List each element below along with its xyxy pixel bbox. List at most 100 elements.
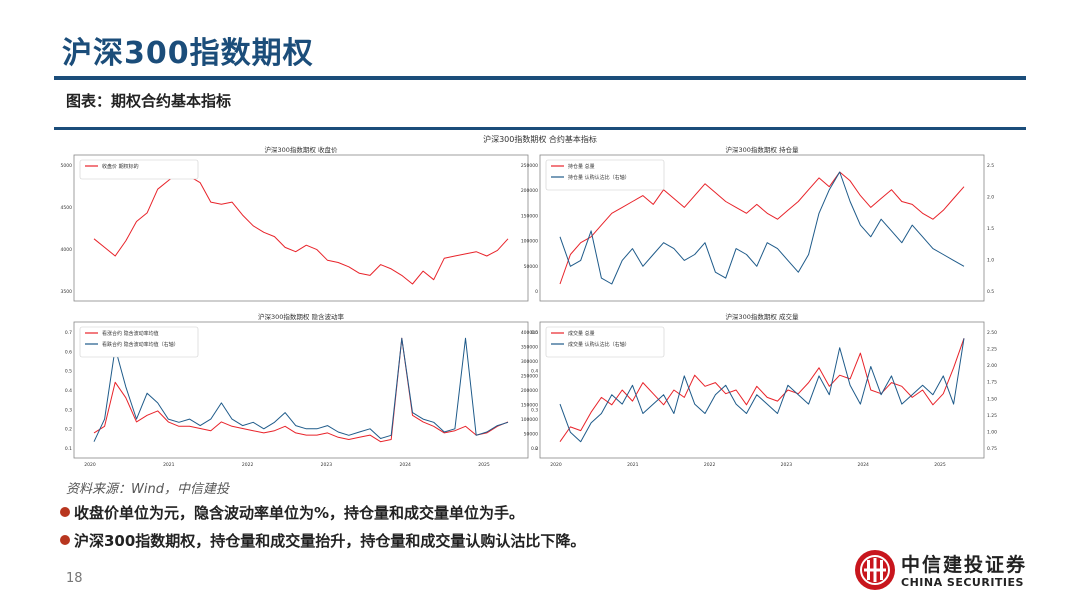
x-tick-label: 2021	[627, 462, 639, 468]
left-tick-label: 250000	[521, 374, 538, 380]
x-tick-label: 2023	[781, 462, 793, 468]
legend-box	[545, 159, 665, 191]
left-tick-label: 200000	[521, 388, 538, 394]
chart-legend: 收盘价 期权标的	[79, 159, 199, 180]
x-tick-label: 2021	[163, 462, 175, 468]
x-tick-label: 2020	[84, 462, 96, 468]
left-tick-label: 4000	[61, 247, 73, 253]
right-tick-label: 0.3	[531, 407, 538, 413]
right-tick-label: 1.25	[987, 413, 997, 419]
left-tick-label: 200000	[521, 188, 538, 194]
x-tick-label: 2025	[478, 462, 490, 468]
legend-label: 成交量 认购认沽比（右轴）	[568, 341, 630, 348]
china-securities-logo-icon	[855, 550, 895, 590]
x-tick-label: 2024	[857, 462, 869, 468]
caption-divider	[54, 127, 1026, 130]
bullet-text: 沪深300指数期权，持仓量和成交量抬升，持仓量和成交量认购认沽比下降。	[74, 532, 586, 550]
plot-frame	[73, 154, 529, 302]
chart-panel: 沪深300指数期权 收盘价5000450040003500期权标的收盘价收盘价 …	[61, 145, 529, 302]
right-tick-label: 0.5	[987, 289, 994, 295]
right-tick-label: 1.50	[987, 396, 997, 402]
x-tick-label: 2025	[934, 462, 946, 468]
series-line	[559, 171, 965, 285]
chart-panel: 沪深300指数期权 持仓量 250000 200000 150000 100000 500…	[521, 145, 994, 302]
bullet-text: 收盘价单位为元，隐含波动率单位为%，持仓量和成交量单位为手。	[74, 504, 525, 522]
right-tick-label: 1.5	[987, 226, 994, 232]
legend-label: 成交量 总量	[568, 330, 595, 337]
figure-caption: 图表：期权合约基本指标	[66, 92, 232, 110]
right-tick-label: 2.0	[987, 195, 994, 201]
right-tick-label: 2.5	[987, 163, 994, 169]
series-line	[93, 171, 509, 285]
bullet-dot-icon	[60, 507, 70, 517]
legend-label: 看涨合约 隐含波动率均值	[102, 330, 159, 337]
legend-label: 看跌合约 隐含波动率均值（右轴）	[102, 341, 179, 348]
left-tick-label: 5000	[61, 163, 73, 169]
left-tick-label: 0.1	[65, 446, 72, 452]
legend-box	[79, 159, 199, 180]
legend-label: 收盘价 期权标的	[102, 163, 139, 170]
left-tick-label: 0	[535, 289, 538, 295]
right-tick-label: 0.4	[531, 369, 538, 375]
series-line	[559, 171, 965, 285]
legend-box	[79, 326, 199, 358]
left-tick-label: 50000	[524, 264, 538, 270]
left-tick-label: 400000	[521, 330, 538, 336]
left-tick-label: 100000	[521, 417, 538, 423]
x-tick-label: 2020	[550, 462, 562, 468]
x-tick-label: 2024	[399, 462, 411, 468]
chart-panel: 沪深300指数期权 隐含波动率 0.7 0.6 0.5 0.4 0.3 0.2 0.1 0.5 0…	[65, 312, 538, 468]
right-tick-label: 1.0	[987, 258, 994, 264]
legend-box	[545, 326, 665, 358]
left-tick-label: 0	[535, 446, 538, 452]
left-tick-label: 3500	[61, 289, 73, 295]
left-tick-label: 100000	[521, 239, 538, 245]
left-tick-label: 0.3	[65, 407, 72, 413]
x-tick-label: 2023	[321, 462, 333, 468]
panel-title: 沪深300指数期权 收盘价	[265, 145, 338, 154]
company-logo: 中信建投证券 CHINA SECURITIES	[853, 548, 1033, 594]
left-tick-label: 0.2	[65, 427, 72, 433]
left-tick-label: 0.6	[65, 349, 72, 355]
left-tick-label: 50000	[524, 432, 538, 438]
panel-title: 沪深300指数期权 隐含波动率	[258, 312, 344, 321]
series-line	[93, 337, 509, 442]
panel-title: 沪深300指数期权 成交量	[726, 312, 799, 321]
left-tick-label: 0.5	[65, 369, 72, 375]
right-tick-label: 2.50	[987, 330, 997, 336]
legend-label: 持仓量 认购认沽比（右轴）	[568, 174, 630, 181]
left-tick-label: 4500	[61, 205, 73, 211]
right-tick-label: 2.00	[987, 363, 997, 369]
right-tick-label: 0.5	[531, 330, 538, 336]
bullet-item: 沪深300指数期权，持仓量和成交量抬升，持仓量和成交量认购认沽比下降。	[60, 530, 585, 551]
left-tick-label: 0.7	[65, 330, 72, 336]
bullet-item: 收盘价单位为元，隐含波动率单位为%，持仓量和成交量单位为手。	[60, 502, 524, 523]
bullet-dot-icon	[60, 535, 70, 545]
left-tick-label: 150000	[521, 403, 538, 409]
right-tick-label: 1.00	[987, 429, 997, 435]
series-line	[93, 337, 509, 443]
left-tick-label: 350000	[521, 345, 538, 351]
panel-title: 沪深300指数期权 持仓量	[726, 145, 799, 154]
logo-english-text: CHINA SECURITIES	[901, 576, 1024, 589]
chart-suptitle: 沪深300指数期权 合约基本指标	[483, 134, 597, 144]
left-tick-label: 300000	[521, 359, 538, 365]
left-tick-label: 250000	[521, 163, 538, 169]
source-note: 资料来源：Wind，中信建投	[66, 482, 229, 497]
legend-label: 持仓量 总量	[568, 163, 595, 170]
x-tick-label: 2022	[704, 462, 716, 468]
left-tick-label: 0.4	[65, 388, 72, 394]
left-tick-label: 150000	[521, 213, 538, 219]
page-number: 18	[66, 571, 83, 586]
right-tick-label: 1.75	[987, 380, 997, 386]
series-line	[559, 338, 965, 443]
page-title: 沪深300指数期权	[62, 36, 314, 71]
right-tick-label: 2.25	[987, 347, 997, 353]
x-tick-label: 2022	[242, 462, 254, 468]
logo-chinese-text: 中信建投证券	[901, 554, 1028, 576]
chart-panel: 沪深300指数期权 成交量 400000 350000 300000 250000 200…	[521, 312, 997, 468]
